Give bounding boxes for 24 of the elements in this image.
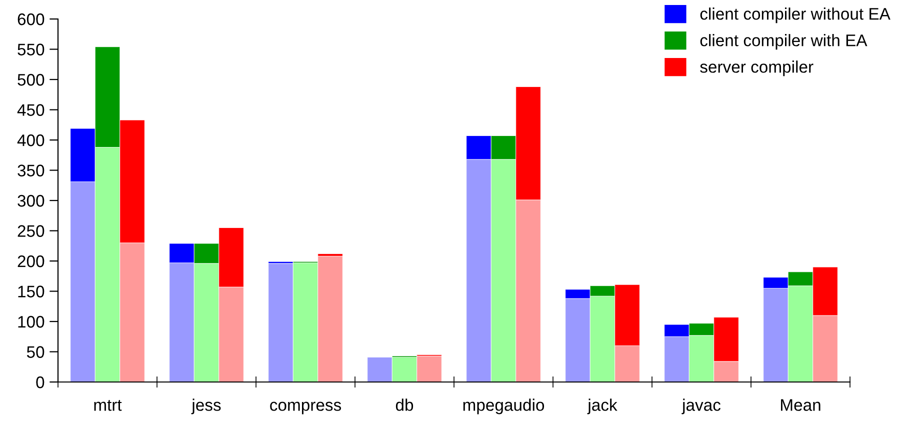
y-tick-label: 600 — [18, 13, 44, 26]
y-tick-label: 0 — [36, 376, 44, 388]
y-tick-label: 200 — [18, 255, 44, 268]
y-tick-label: 250 — [18, 225, 44, 237]
y-tick-label: 50 — [26, 346, 44, 358]
x-tick-label: Mean — [781, 399, 820, 411]
x-tick-label: jess — [191, 398, 221, 414]
x-tick-label: mtrt — [94, 400, 122, 411]
legend-label: client compiler with EA — [700, 34, 868, 50]
x-tick-label: javac — [682, 398, 721, 414]
y-tick-label: 300 — [18, 194, 44, 207]
x-tick-label: db — [396, 398, 414, 411]
x-tick-label: mpegaudio — [463, 398, 544, 414]
legend-label: server compiler — [700, 60, 814, 76]
x-tick-label: jack — [587, 398, 618, 414]
y-tick-label: 550 — [18, 44, 44, 56]
x-tick-label: compress — [270, 402, 342, 414]
y-tick-label: 150 — [18, 286, 44, 298]
y-tick-label: 500 — [18, 74, 44, 86]
y-tick-label: 350 — [18, 164, 44, 176]
y-tick-label: 400 — [17, 134, 44, 146]
y-tick-label: 450 — [17, 104, 44, 116]
legend-label: client compiler without EA — [700, 8, 890, 24]
y-tick-label: 100 — [18, 316, 44, 328]
